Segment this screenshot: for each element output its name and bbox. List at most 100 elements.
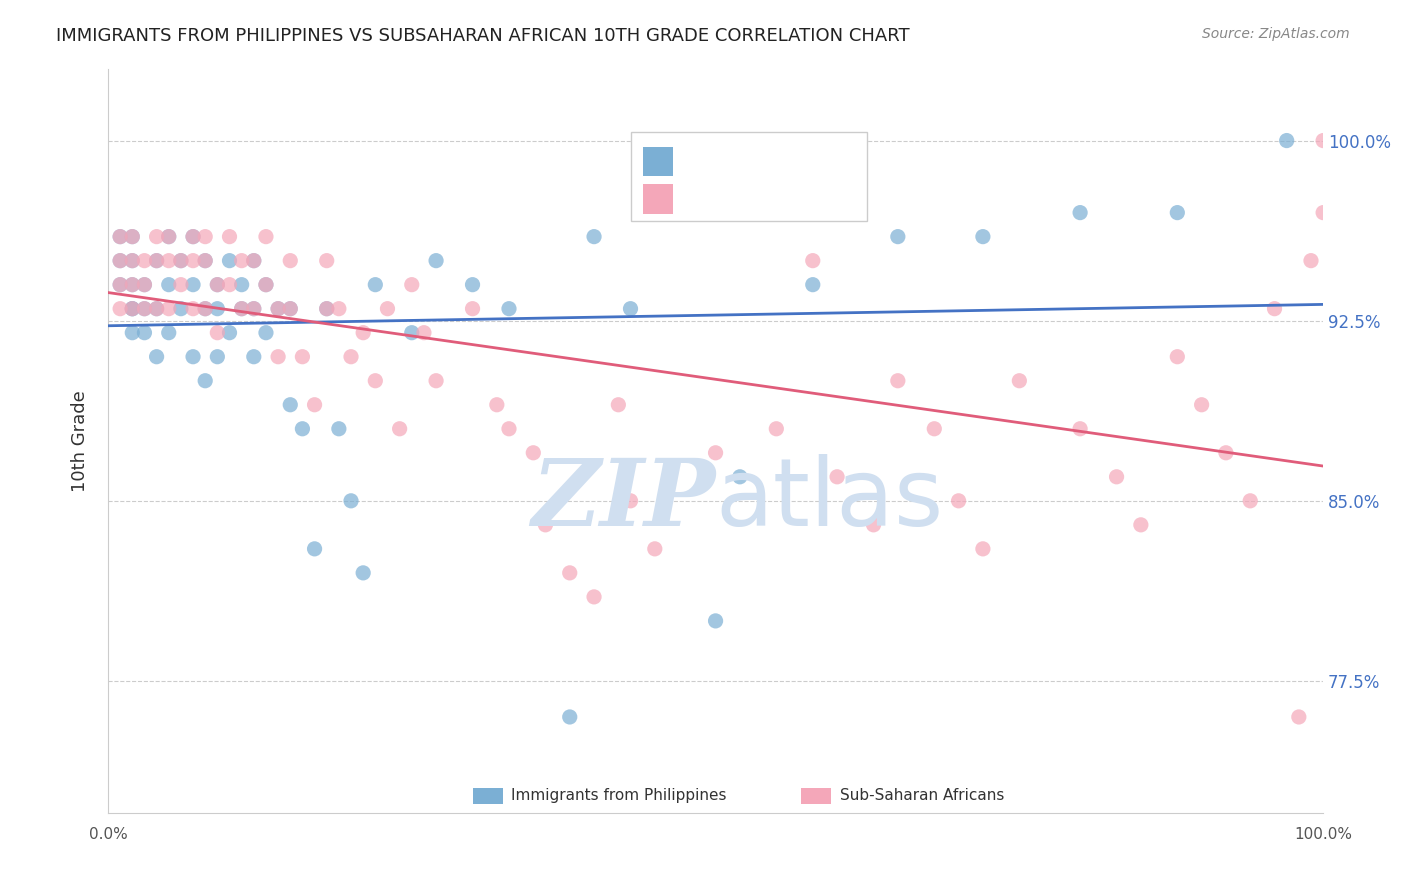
Point xyxy=(207,350,229,364)
Point xyxy=(461,301,484,316)
Point xyxy=(194,301,217,316)
Point xyxy=(170,253,193,268)
Point xyxy=(254,277,277,292)
FancyBboxPatch shape xyxy=(643,146,673,177)
Point xyxy=(704,614,727,628)
Point xyxy=(145,350,167,364)
Text: N =: N = xyxy=(782,187,823,205)
Point xyxy=(267,301,290,316)
Y-axis label: 10th Grade: 10th Grade xyxy=(72,390,89,491)
Point xyxy=(328,422,350,436)
Point xyxy=(498,301,520,316)
Point xyxy=(278,253,301,268)
Point xyxy=(231,301,253,316)
Point xyxy=(425,253,447,268)
Point xyxy=(218,277,240,292)
Point xyxy=(194,253,217,268)
Point xyxy=(340,350,363,364)
Point xyxy=(181,350,204,364)
Point xyxy=(181,301,204,316)
Point xyxy=(157,229,180,244)
Point xyxy=(644,541,666,556)
Point xyxy=(972,229,994,244)
Point xyxy=(194,374,217,388)
Point xyxy=(1069,422,1091,436)
Point xyxy=(315,301,337,316)
Point xyxy=(157,301,180,316)
Point xyxy=(145,253,167,268)
Point xyxy=(218,229,240,244)
Text: ZIP: ZIP xyxy=(531,455,716,545)
Point xyxy=(194,253,217,268)
Point xyxy=(134,253,156,268)
Point xyxy=(231,301,253,316)
Point xyxy=(181,229,204,244)
Point xyxy=(121,277,143,292)
Text: IMMIGRANTS FROM PHILIPPINES VS SUBSAHARAN AFRICAN 10TH GRADE CORRELATION CHART: IMMIGRANTS FROM PHILIPPINES VS SUBSAHARA… xyxy=(56,27,910,45)
Point xyxy=(243,301,266,316)
Point xyxy=(291,350,314,364)
FancyBboxPatch shape xyxy=(643,184,673,214)
Point xyxy=(157,253,180,268)
Point xyxy=(157,326,180,340)
Point xyxy=(121,301,143,316)
Point xyxy=(108,229,131,244)
Text: R =: R = xyxy=(683,187,721,205)
Point xyxy=(1129,517,1152,532)
FancyBboxPatch shape xyxy=(472,788,503,804)
Point xyxy=(1191,398,1213,412)
Point xyxy=(121,229,143,244)
Point xyxy=(534,517,557,532)
Point xyxy=(728,470,751,484)
Point xyxy=(145,253,167,268)
Point xyxy=(887,374,910,388)
Point xyxy=(1215,446,1237,460)
Point xyxy=(231,253,253,268)
Point xyxy=(607,398,630,412)
Text: atlas: atlas xyxy=(716,454,943,546)
Text: N =: N = xyxy=(782,151,823,169)
Point xyxy=(425,374,447,388)
Point xyxy=(352,326,374,340)
FancyBboxPatch shape xyxy=(800,788,831,804)
Point xyxy=(619,301,641,316)
Point xyxy=(340,493,363,508)
Point xyxy=(328,301,350,316)
Point xyxy=(364,277,387,292)
Point xyxy=(388,422,411,436)
Point xyxy=(498,422,520,436)
Point xyxy=(145,229,167,244)
Point xyxy=(108,277,131,292)
Point xyxy=(134,326,156,340)
Point xyxy=(207,277,229,292)
Point xyxy=(304,398,326,412)
Point xyxy=(254,326,277,340)
Point xyxy=(765,422,787,436)
Point xyxy=(121,326,143,340)
Text: 63: 63 xyxy=(823,151,848,169)
Point xyxy=(485,398,508,412)
Point xyxy=(1299,253,1322,268)
Point xyxy=(231,277,253,292)
Point xyxy=(108,229,131,244)
Point xyxy=(801,253,824,268)
Point xyxy=(278,301,301,316)
FancyBboxPatch shape xyxy=(630,132,868,221)
Point xyxy=(267,301,290,316)
Point xyxy=(108,253,131,268)
Point xyxy=(278,301,301,316)
Point xyxy=(181,253,204,268)
Point xyxy=(558,710,581,724)
Point xyxy=(1312,134,1334,148)
Text: 100.0%: 100.0% xyxy=(1294,828,1353,842)
Point xyxy=(558,566,581,580)
Point xyxy=(461,277,484,292)
Point xyxy=(1069,205,1091,219)
Point xyxy=(1166,350,1188,364)
Point xyxy=(1239,493,1261,508)
Point xyxy=(145,301,167,316)
Point xyxy=(170,301,193,316)
Point xyxy=(825,470,848,484)
Point xyxy=(401,277,423,292)
Point xyxy=(218,253,240,268)
